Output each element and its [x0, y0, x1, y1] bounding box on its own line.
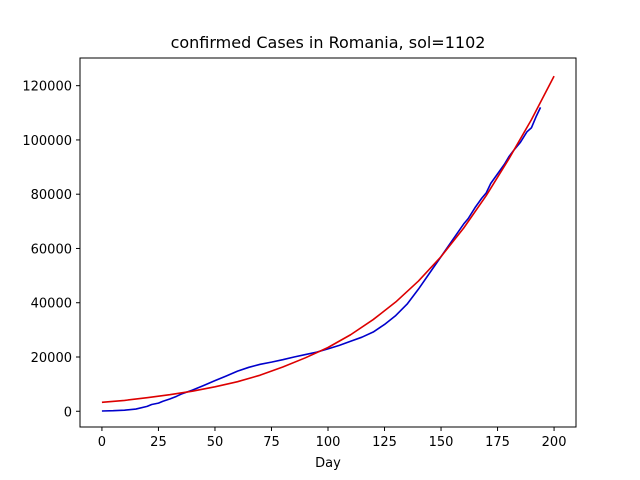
plot-frame: [79, 57, 577, 428]
x-axis-ticks: 0 25 50 75 100 125 150 175 200: [98, 427, 567, 450]
x-tick-label: 125: [372, 435, 397, 450]
y-tick-label: 40000: [31, 297, 72, 312]
series-line-1: [101, 75, 555, 404]
y-tick-label: 0: [64, 405, 72, 420]
x-axis-label: Day: [315, 456, 341, 471]
y-tick-label: 20000: [31, 351, 72, 366]
x-tick-label: 50: [207, 435, 224, 450]
x-tick-label: 150: [429, 435, 454, 450]
y-tick-label: 120000: [22, 80, 72, 95]
x-tick-label: 200: [542, 435, 567, 450]
x-tick-label: 175: [485, 435, 510, 450]
x-tick-label: 100: [316, 435, 341, 450]
x-tick-label: 75: [263, 435, 280, 450]
plot-lines: [101, 75, 555, 412]
x-tick-label: 25: [150, 435, 167, 450]
y-axis-ticks: 0 20000 40000 60000 80000 100000 120000: [22, 80, 80, 420]
y-tick-label: 100000: [22, 134, 72, 149]
chart-title: confirmed Cases in Romania, sol=1102: [171, 33, 486, 52]
y-tick-label: 60000: [31, 242, 72, 257]
y-tick-label: 80000: [31, 188, 72, 203]
x-tick-label: 0: [98, 435, 106, 450]
series-line-0: [101, 107, 542, 412]
